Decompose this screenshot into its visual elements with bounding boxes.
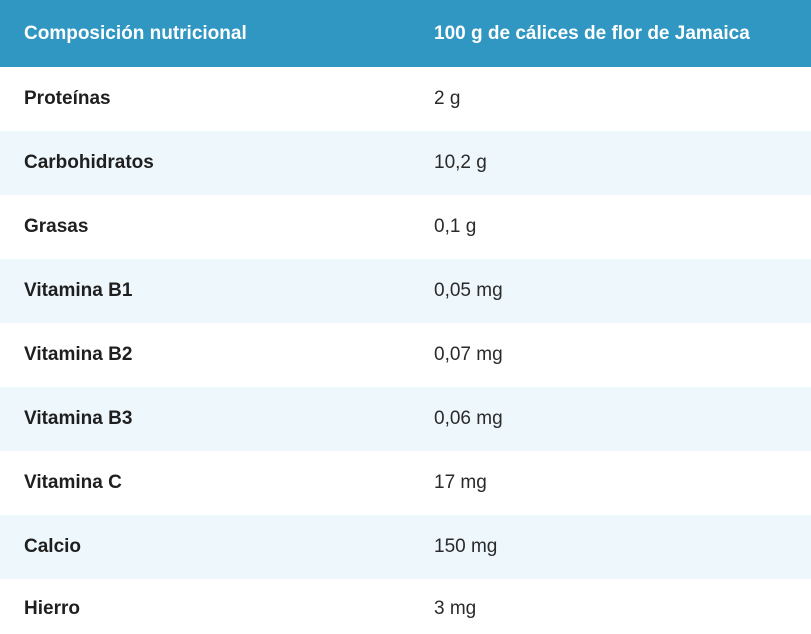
table-row: Vitamina B2 0,07 mg	[0, 323, 811, 387]
nutrient-value: 0,05 mg	[410, 259, 811, 323]
header-composition: Composición nutricional	[0, 0, 410, 67]
nutrient-name: Vitamina B1	[0, 259, 410, 323]
table-row: Grasas 0,1 g	[0, 195, 811, 259]
nutrient-value: 0,1 g	[410, 195, 811, 259]
nutrient-name: Grasas	[0, 195, 410, 259]
nutrient-name: Vitamina B3	[0, 387, 410, 451]
table-header: Composición nutricional 100 g de cálices…	[0, 0, 811, 67]
nutrient-value: 2 g	[410, 67, 811, 131]
nutrient-name: Calcio	[0, 515, 410, 579]
table-row: Vitamina B3 0,06 mg	[0, 387, 811, 451]
header-amount: 100 g de cálices de flor de Jamaica	[410, 0, 811, 67]
table-row: Vitamina C 17 mg	[0, 451, 811, 515]
nutrient-value: 10,2 g	[410, 131, 811, 195]
nutrient-name: Vitamina B2	[0, 323, 410, 387]
table-row: Carbohidratos 10,2 g	[0, 131, 811, 195]
nutrient-value: 0,06 mg	[410, 387, 811, 451]
nutrient-value: 150 mg	[410, 515, 811, 579]
table-row: Vitamina B1 0,05 mg	[0, 259, 811, 323]
nutrient-value: 0,07 mg	[410, 323, 811, 387]
nutrient-value: 17 mg	[410, 451, 811, 515]
nutrient-value: 3 mg	[410, 579, 811, 634]
header-row: Composición nutricional 100 g de cálices…	[0, 0, 811, 67]
nutrient-name: Proteínas	[0, 67, 410, 131]
table-row: Calcio 150 mg	[0, 515, 811, 579]
table-body: Proteínas 2 g Carbohidratos 10,2 g Grasa…	[0, 67, 811, 634]
table-row: Hierro 3 mg	[0, 579, 811, 634]
nutrient-name: Carbohidratos	[0, 131, 410, 195]
nutrient-name: Vitamina C	[0, 451, 410, 515]
nutrient-name: Hierro	[0, 579, 410, 634]
table-row: Proteínas 2 g	[0, 67, 811, 131]
